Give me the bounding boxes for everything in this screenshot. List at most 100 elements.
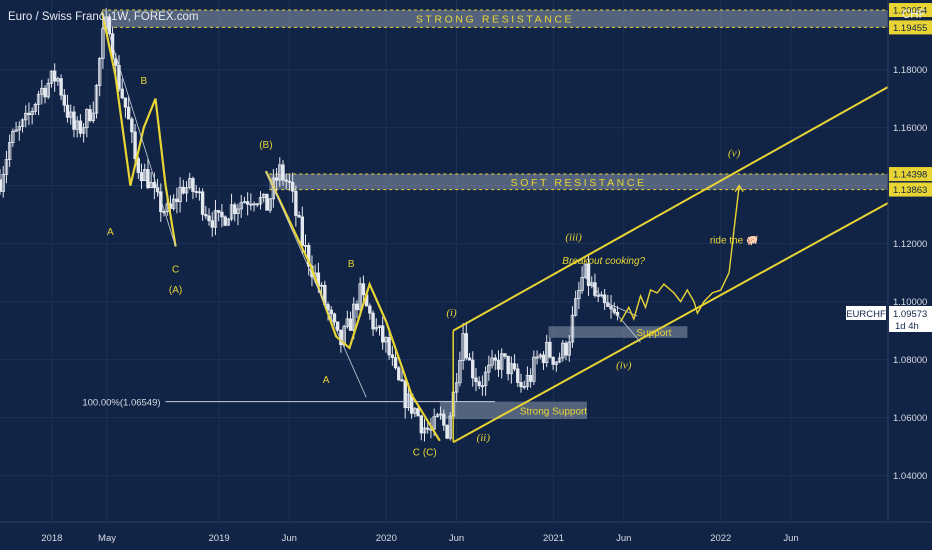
candle-body (303, 245, 308, 247)
candle-body (458, 360, 462, 384)
candle-body (178, 186, 182, 203)
candle-body (194, 191, 198, 193)
wave-label: A (107, 227, 114, 238)
time-tick-label: Jun (616, 533, 631, 544)
candle-body (381, 325, 385, 343)
candle-body (442, 413, 446, 426)
candle-body (570, 314, 575, 343)
price-tick-label: 1.10000 (893, 297, 927, 308)
candle-body (561, 342, 565, 359)
candle-body (213, 210, 218, 228)
time-tick-label: 2019 (209, 533, 230, 544)
candle-body (65, 104, 70, 118)
candle-body (532, 356, 536, 382)
candle-body (143, 169, 147, 182)
wave-label: A (323, 375, 330, 386)
candle-body (580, 277, 584, 291)
time-axis[interactable] (0, 522, 932, 550)
candle-body (252, 203, 256, 206)
candle-body (265, 193, 269, 211)
price-tick-label: 1.08000 (893, 355, 927, 366)
time-tick-label: May (98, 533, 116, 544)
candle-body (545, 341, 549, 364)
candle-body (564, 342, 568, 356)
candle-body (14, 129, 18, 132)
candle-body (181, 186, 186, 194)
candle-body (1, 174, 5, 192)
candle-body (191, 178, 195, 192)
candle-body (56, 78, 60, 82)
candle-body (40, 87, 44, 95)
candle-body (435, 414, 440, 418)
candle-body (114, 58, 118, 66)
wave-labels: ABC(A)(B)BAC (C)(i)(ii)(iii)(iv)(v)Breako… (107, 76, 758, 458)
candle-body (146, 169, 150, 189)
wave-guide-line (265, 170, 367, 398)
candle-body (596, 294, 600, 297)
price-tick-label: 1.16000 (893, 123, 927, 134)
candle-body (91, 112, 95, 121)
soft-resistance-label: SOFT RESISTANCE (511, 177, 647, 189)
candle-body (4, 159, 9, 175)
candle-body (464, 333, 469, 359)
candle-body (159, 191, 163, 213)
wave-label: (iii) (565, 232, 582, 244)
candle-body (329, 309, 333, 315)
candle-body (387, 337, 391, 356)
candle-body (487, 364, 491, 373)
candle-body (477, 381, 481, 387)
candle-body (294, 190, 298, 216)
candle-body (258, 197, 263, 205)
wave-label: B (140, 76, 147, 87)
candle-body (503, 353, 507, 357)
support-zone (548, 326, 688, 338)
candle-body (300, 216, 305, 246)
candle-body (297, 215, 301, 218)
candle-body (27, 112, 31, 115)
candle-body (538, 354, 542, 358)
candle-body (490, 357, 494, 366)
wave-label: (ii) (477, 432, 491, 444)
candle-body (249, 203, 253, 206)
candle-body (522, 386, 526, 388)
wedge-lower-line (583, 275, 641, 343)
candle-body (236, 208, 240, 215)
time-tick-label: Jun (783, 533, 798, 544)
price-axis[interactable] (888, 0, 932, 522)
candle-body (52, 70, 57, 82)
candle-body (139, 172, 144, 182)
channel-upper-line (452, 86, 889, 332)
candle-body (307, 245, 311, 267)
candle-body (548, 341, 552, 358)
candle-body (46, 82, 50, 98)
candle-body (416, 408, 420, 417)
time-axis-ticks: 2018 May 2019 Jun 2020 Jun 2021 Jun 2022 Jun (41, 533, 798, 544)
candle-body (499, 353, 504, 370)
candle-body (551, 356, 555, 365)
wave-guide-line (101, 11, 176, 247)
candle-body (377, 325, 382, 328)
candle-body (24, 112, 28, 121)
level-price-tag (889, 167, 932, 182)
candle-body (567, 341, 571, 356)
candle-body (30, 110, 34, 115)
level-price-tag (889, 3, 932, 18)
channel-lower-line (452, 202, 889, 444)
wave-label: Breakout cooking? (562, 256, 645, 267)
candle-body (332, 313, 337, 323)
candle-body (516, 368, 520, 383)
candle-body (20, 119, 25, 127)
candle-body (226, 218, 231, 226)
wave-label: B (348, 259, 355, 270)
candle-body (496, 359, 501, 370)
last-price-label: 1.09573 (893, 309, 927, 320)
candle-body (229, 204, 234, 220)
symbol-tag-label: EURCHF (846, 309, 886, 320)
projection-arrowhead (734, 184, 744, 192)
candle-body (62, 94, 67, 106)
price-tick-label: 1.12000 (893, 239, 927, 250)
candle-body (413, 408, 417, 414)
candle-body (426, 427, 430, 430)
